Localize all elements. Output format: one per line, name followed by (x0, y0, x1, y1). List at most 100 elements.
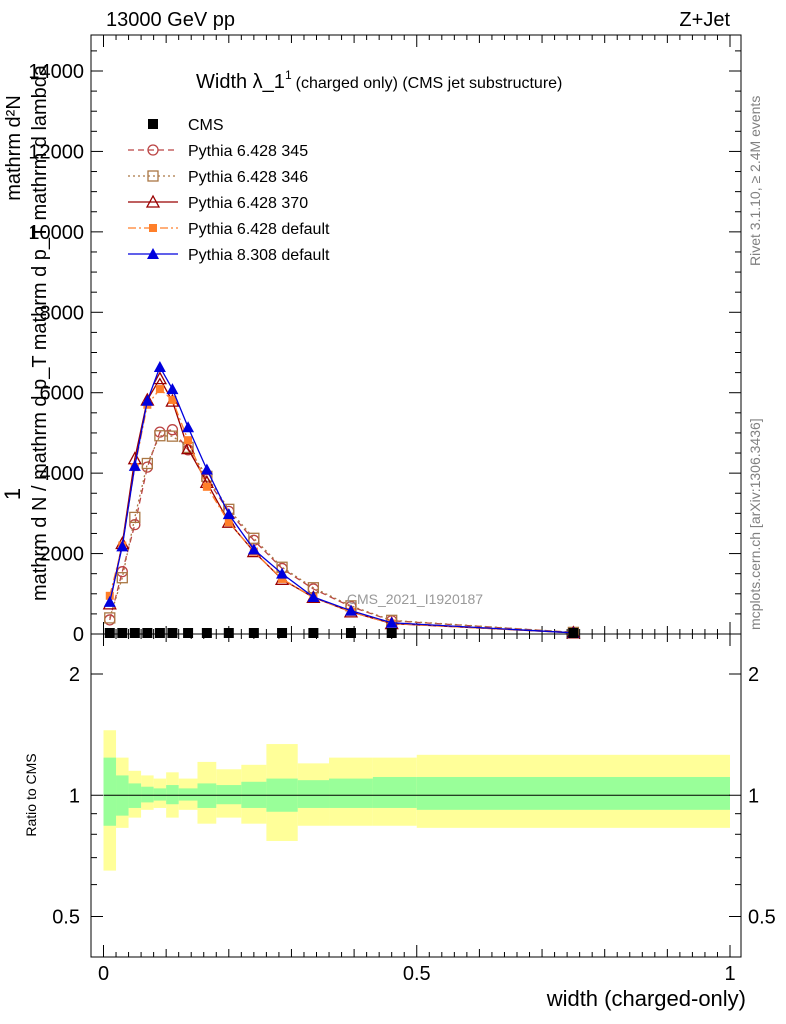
y-axis-label-top: 1 (0, 488, 25, 500)
header-left: 13000 GeV pp (106, 9, 235, 31)
data-point-pythia-8-308-default (128, 459, 141, 471)
data-point-pythia-6-428-345 (129, 518, 141, 531)
y-axis-label-numerator: mathrm d²N (3, 95, 25, 201)
data-point-pythia-8-308-default (344, 604, 357, 616)
ratio-y-axis-label: Ratio to CMS (23, 753, 39, 836)
data-point-pythia-6-428-345 (116, 566, 128, 578)
legend-label-cms: CMS (188, 117, 224, 134)
legend-label-pythia-6-428-346: Pythia 6.428 346 (188, 169, 308, 186)
legend-item-pythia-8-308-default: Pythia 8.308 default (128, 247, 330, 264)
ratio-inner-band (372, 776, 417, 808)
data-point-cms (568, 628, 579, 638)
main-y-tick-label: 12000 (28, 141, 84, 163)
main-title-sup: 1 (285, 68, 292, 82)
data-point-cms (223, 628, 234, 638)
data-point-cms (104, 628, 115, 638)
data-point-cms (248, 628, 259, 638)
data-point-pythia-6-428-346 (154, 430, 166, 442)
data-point-cms (201, 628, 212, 638)
data-point-pythia-6-428-345 (166, 424, 179, 436)
legend-label-pythia-6-428-370: Pythia 6.428 370 (188, 195, 308, 212)
legend-item-pythia-6-428-346: Pythia 6.428 346 (128, 169, 308, 186)
data-point-pythia-6-428-345 (141, 461, 154, 473)
text-layer: 13000 GeV pp Z+Jet Width λ_11 (charged on… (0, 9, 763, 1011)
legend-label-pythia-8-308-default: Pythia 8.308 default (188, 247, 330, 264)
data-point-pythia-6-428-default (224, 518, 233, 527)
data-point-pythia-6-428-370 (152, 371, 167, 385)
series-pythia-6-428-345 (104, 424, 580, 639)
legend-marker-cms (148, 119, 158, 129)
data-point-cms (154, 628, 165, 638)
series-pythia-6-428-default (105, 385, 578, 637)
data-point-cms (129, 628, 140, 638)
data-point-cms (183, 628, 194, 638)
side-text-bottom: mcplots.cern.ch [arXiv:1306.3436] (747, 418, 763, 630)
data-point-cms (277, 628, 288, 638)
legend-marker-pythia-6-428-default (149, 224, 157, 232)
main-y-tick-label: 10000 (28, 222, 84, 244)
data-point-cms (345, 628, 356, 638)
data-point-pythia-8-308-default (276, 567, 289, 579)
header-right: Z+Jet (679, 9, 730, 31)
data-point-pythia-8-308-default (222, 508, 235, 520)
data-point-pythia-6-428-346 (166, 430, 179, 442)
ratio-inner-band (329, 778, 373, 808)
ratio-y-tick-label-right: 0.5 (748, 907, 776, 929)
main-title-text: Width λ_1 (196, 71, 285, 93)
x-axis-label: width (charged-only) (546, 986, 746, 1011)
main-y-tick-label: 0 (73, 624, 84, 646)
main-y-tick-label: 8000 (40, 302, 85, 324)
data-point-pythia-6-428-default (202, 482, 211, 491)
data-point-pythia-6-428-346 (248, 532, 260, 544)
data-point-cms (167, 628, 178, 638)
ratio-inner-band (141, 786, 154, 803)
legend-label-pythia-6-428-default: Pythia 6.428 default (188, 221, 330, 238)
legend-item-cms: CMS (148, 117, 224, 134)
series-line-pythia-6-428-345 (109, 428, 574, 634)
data-point-pythia-6-428-default (168, 395, 177, 404)
legend: CMS Pythia 6.428 345 Pythia 6.428 346 Pythi… (128, 117, 330, 264)
data-point-cms (142, 628, 153, 638)
ratio-inner-band (297, 780, 330, 808)
legend-item-pythia-6-428-345: Pythia 6.428 345 (128, 143, 308, 160)
x-tick-label: 0 (98, 963, 109, 985)
data-point-cms (386, 628, 397, 638)
main-y-tick-label: 14000 (28, 61, 84, 83)
data-point-pythia-8-308-default (247, 543, 260, 555)
legend-marker-pythia-8-308-default (147, 248, 159, 259)
ratio-y-tick-label-left: 2 (69, 664, 80, 686)
ratio-band-layer (103, 730, 730, 871)
data-point-pythia-8-308-default (141, 394, 154, 406)
series-pythia-6-428-346 (104, 430, 580, 639)
series-line-pythia-8-308-default (109, 365, 574, 634)
series-line-pythia-6-428-370 (109, 377, 574, 634)
data-point-pythia-8-308-default (200, 463, 213, 475)
data-point-pythia-6-428-346 (141, 457, 154, 470)
series-cms (104, 628, 579, 638)
main-y-tick-label: 4000 (40, 463, 85, 485)
tick-label-layer: 0 2000 4000 6000 8000 10000 12000 14000 0.5 0.5 1 1… (28, 61, 775, 985)
legend-marker-pythia-6-428-370 (145, 194, 161, 208)
x-tick-label: 1 (724, 963, 735, 985)
ratio-inner-band (103, 757, 117, 826)
ratio-inner-band (416, 776, 730, 810)
data-point-pythia-6-428-default (105, 591, 114, 600)
main-y-tick-label: 2000 (40, 544, 85, 566)
legend-label-pythia-6-428-345: Pythia 6.428 345 (188, 143, 308, 160)
ratio-y-tick-label-right: 2 (748, 664, 759, 686)
legend-marker-pythia-6-428-346 (147, 170, 159, 182)
data-point-pythia-8-308-default (153, 360, 166, 372)
data-point-pythia-8-308-default (116, 540, 129, 552)
data-point-pythia-8-308-default (182, 421, 195, 433)
main-title: Width λ_11 (charged only) (CMS jet substr… (196, 68, 562, 93)
data-point-pythia-6-428-default (278, 574, 287, 583)
series-line-pythia-6-428-default (109, 388, 574, 634)
side-text-top: Rivet 3.1.10, ≥ 2.4M events (747, 96, 763, 266)
series-layer (102, 360, 581, 639)
x-tick-label: 0.5 (403, 963, 431, 985)
ratio-inner-band (216, 785, 242, 805)
legend-item-pythia-6-428-370: Pythia 6.428 370 (128, 194, 308, 212)
legend-item-pythia-6-428-default: Pythia 6.428 default (128, 221, 330, 238)
y-axis-label-denominator: mathrm d N / mathrm d p_T mathrm d p_T m… (29, 64, 51, 601)
data-point-pythia-6-428-default (155, 385, 164, 394)
